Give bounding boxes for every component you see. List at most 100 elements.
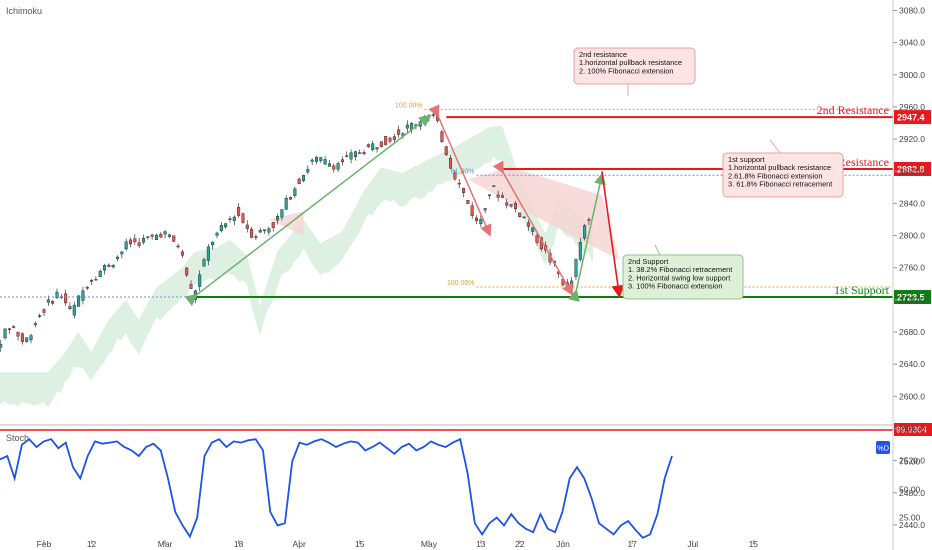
time-tick-label: 17: [627, 539, 637, 549]
candle-body: [64, 293, 68, 304]
level-price-label: 2947.4: [897, 113, 925, 123]
candle-body: [375, 147, 379, 150]
stoch-tick-label: 50.00: [899, 485, 921, 495]
candle-body: [120, 251, 124, 255]
candle-body: [29, 335, 33, 341]
candle-body: [583, 225, 587, 239]
price-tick-label: 3080.0: [899, 6, 925, 16]
level-price-tag: [894, 290, 931, 305]
candle-body: [302, 175, 306, 181]
candle-body: [25, 337, 29, 342]
candle-body: [462, 188, 466, 193]
time-tick-label: 12: [87, 539, 97, 549]
price-tick-label: 2840.0: [899, 198, 925, 208]
note-text: 3. 61.8% Fibonacci retracement: [728, 180, 832, 189]
candle-body: [310, 159, 314, 162]
candle-body: [505, 202, 509, 206]
swing-arrow-down: [428, 104, 492, 237]
time-tick-label: Apr: [293, 539, 306, 549]
projected-drop-arrow: [601, 171, 625, 299]
candle-body: [457, 182, 461, 185]
price-tick-label: 2920.0: [899, 134, 925, 144]
stoch-upper-tag: [894, 423, 932, 436]
price-tick-label: 2880.0: [899, 166, 925, 176]
candle-body: [496, 194, 500, 198]
price-tick-label: 2640.0: [899, 359, 925, 369]
note-text: 1. 38.2% Fibonacci retracement: [628, 265, 732, 274]
candle-body: [72, 304, 76, 316]
candle-body: [362, 152, 366, 155]
stoch-tick-label: 75.00: [899, 457, 921, 467]
candle-body: [176, 245, 180, 248]
swing-arrows: [184, 104, 625, 307]
candle-body: [440, 131, 444, 142]
price-tick-label: 2440.0: [899, 520, 925, 530]
time-tick-label: 15: [355, 539, 365, 549]
candle-body: [94, 279, 98, 281]
note-box: [573, 47, 696, 85]
fibonacci-levels: 100.00%61.80%100.00%: [0, 102, 893, 298]
candle-body: [371, 143, 375, 150]
price-tick-label: 2800.0: [899, 231, 925, 241]
candle-body: [137, 242, 141, 246]
note-pointer: [769, 139, 781, 154]
candle-body: [487, 194, 491, 196]
candle-body: [3, 328, 7, 339]
candle-body: [531, 227, 535, 232]
time-tick-label: 15: [749, 539, 759, 549]
candle-body: [232, 216, 236, 221]
candle-body: [211, 241, 215, 246]
candle-body: [128, 239, 132, 245]
stoch-label: Stoch: [6, 433, 29, 443]
candle-body: [16, 331, 20, 337]
price-tick-label: 2720.0: [899, 295, 925, 305]
candle-body: [336, 163, 340, 170]
candle-body: [167, 234, 171, 237]
candle-body: [587, 219, 591, 221]
candle-body: [219, 225, 223, 232]
candle-body: [306, 169, 310, 173]
note-text: 2nd Support: [628, 257, 668, 266]
candle-body: [379, 141, 383, 147]
candle-body: [314, 156, 318, 162]
candle-body: [85, 287, 89, 289]
fib-level-label: 100.00%: [447, 280, 475, 287]
candle-body: [353, 151, 357, 158]
candle-body: [12, 326, 16, 328]
level-name: 1st Support: [834, 283, 890, 297]
ichimoku-label: Ichimoku: [6, 6, 42, 16]
swing-arrow-up: [184, 114, 432, 307]
candle-body: [479, 218, 483, 224]
candle-body: [509, 204, 513, 207]
price-tick-label: 2560.0: [899, 423, 925, 433]
price-tick-label: 3040.0: [899, 38, 925, 48]
candle-body: [280, 209, 284, 218]
stoch-upper-value: 99.9304: [896, 425, 927, 435]
note-text: 1.horizontal pullback resistance: [728, 163, 831, 172]
candle-body: [483, 208, 487, 211]
ichimoku-cloud: [0, 125, 620, 408]
candle-body: [198, 274, 202, 287]
candle-body: [578, 241, 582, 260]
candle-body: [276, 216, 280, 221]
stoch-badge-label: %D: [877, 444, 890, 453]
candle-body: [81, 290, 85, 301]
candle-body: [431, 114, 435, 116]
price-tick-label: 2760.0: [899, 263, 925, 273]
candle-body: [7, 328, 11, 330]
note-text: 1.horizontal pullback resistance: [579, 58, 682, 67]
candle-body: [297, 178, 301, 184]
candle-body: [392, 136, 396, 140]
candle-body: [388, 137, 392, 142]
candle-body: [42, 309, 46, 313]
candle-body: [154, 234, 158, 240]
stoch-badge: [876, 441, 890, 454]
level-price-tag: [894, 161, 931, 176]
candle-body: [574, 259, 578, 277]
candle-body: [55, 291, 59, 299]
candle-body: [254, 236, 258, 238]
candle-body: [470, 205, 474, 216]
candle-body: [513, 203, 517, 210]
